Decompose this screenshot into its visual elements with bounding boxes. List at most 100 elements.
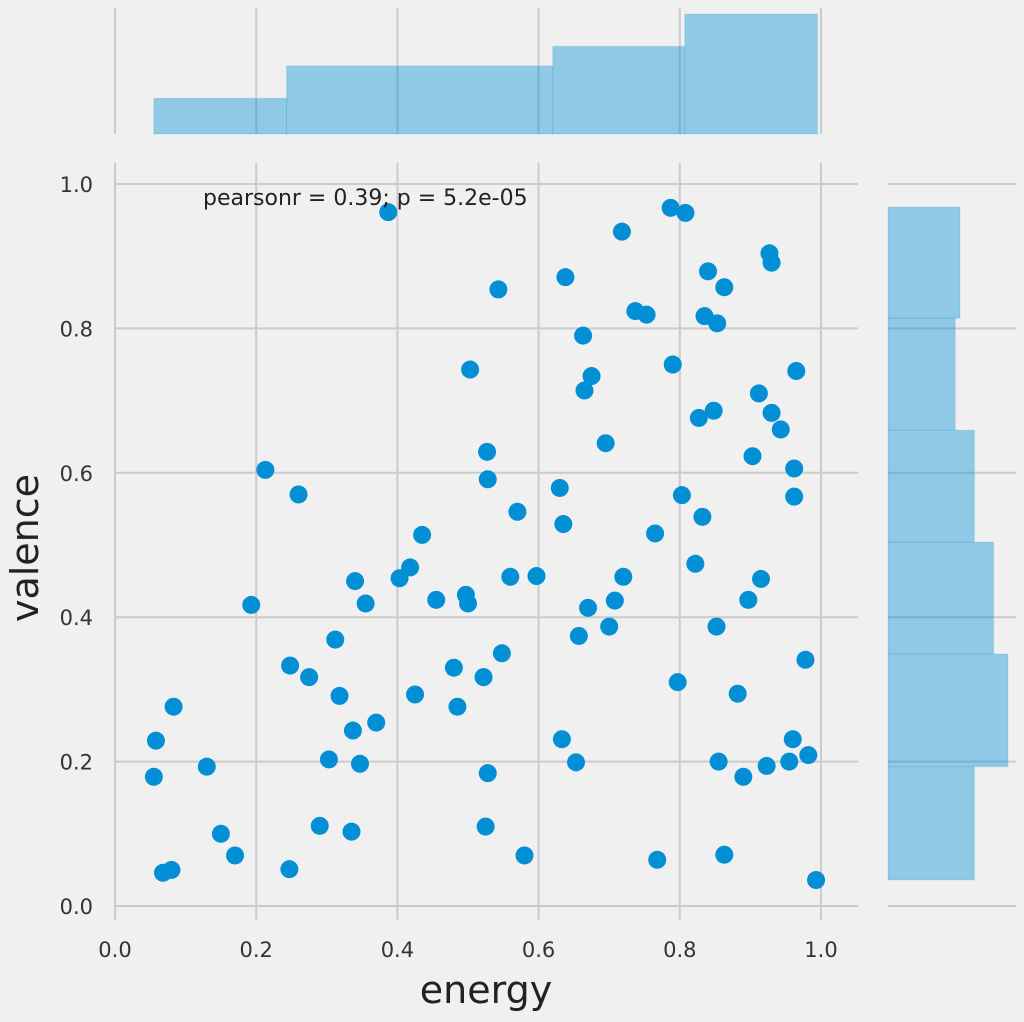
- marginal-x-bar: [552, 45, 686, 135]
- marginal-x-bar: [286, 65, 554, 135]
- scatter-point: [728, 684, 747, 703]
- scatter-point: [489, 280, 508, 299]
- scatter-point: [757, 756, 776, 775]
- scatter-point: [444, 658, 463, 677]
- scatter-point: [474, 668, 493, 687]
- scatter-points: [144, 198, 826, 890]
- scatter-point: [501, 567, 520, 586]
- scatter-point: [762, 403, 781, 422]
- marginal-x-histogram: [114, 8, 822, 135]
- y-tick-label: 0.6: [60, 462, 93, 486]
- scatter-point: [605, 591, 624, 610]
- scatter-point: [554, 515, 573, 534]
- scatter-point: [567, 753, 586, 772]
- scatter-point: [350, 754, 369, 773]
- scatter-point: [310, 816, 329, 835]
- x-axis-title: energy: [420, 968, 552, 1012]
- y-tick-label: 0.8: [60, 317, 93, 341]
- scatter-point: [356, 594, 375, 613]
- scatter-point: [661, 198, 680, 217]
- scatter-point: [612, 222, 631, 241]
- main-gridlines: [114, 163, 858, 920]
- scatter-point: [552, 730, 571, 749]
- scatter-point: [704, 401, 723, 420]
- scatter-point: [614, 567, 633, 586]
- scatter-point: [289, 485, 308, 504]
- scatter-point: [256, 460, 275, 479]
- scatter-point: [693, 507, 712, 526]
- scatter-point: [406, 685, 425, 704]
- scatter-point: [401, 558, 420, 577]
- scatter-point: [785, 459, 804, 478]
- scatter-point: [771, 420, 790, 439]
- scatter-point: [476, 817, 495, 836]
- scatter-point: [330, 686, 349, 705]
- scatter-point: [413, 525, 432, 544]
- scatter-point: [342, 822, 361, 841]
- scatter-point: [569, 626, 588, 645]
- y-tick-label: 0.2: [60, 751, 93, 775]
- scatter-point: [461, 360, 480, 379]
- scatter-point: [515, 846, 534, 865]
- scatter-point: [734, 767, 753, 786]
- scatter-point: [663, 355, 682, 374]
- scatter-point: [807, 871, 826, 890]
- scatter-point: [574, 326, 593, 345]
- marginal-y-histogram: [887, 183, 1016, 907]
- scatter-point: [346, 572, 365, 591]
- scatter-point: [582, 367, 601, 386]
- pearson-annotation: pearsonr = 0.39; p = 5.2e-05: [203, 186, 528, 211]
- scatter-point: [787, 361, 806, 380]
- scatter-point: [162, 860, 181, 879]
- y-tick-label: 1.0: [60, 173, 93, 197]
- scatter-point: [785, 487, 804, 506]
- scatter-point: [783, 730, 802, 749]
- scatter-point: [197, 757, 216, 776]
- scatter-point: [319, 750, 338, 769]
- scatter-point: [459, 594, 477, 613]
- scatter-point: [689, 408, 708, 427]
- scatter-point: [527, 567, 546, 586]
- scatter-point: [164, 697, 183, 716]
- marginal-x-bar: [153, 97, 288, 135]
- scatter-point: [146, 731, 165, 750]
- x-tick-label: 1.0: [804, 938, 837, 962]
- scatter-point: [478, 764, 497, 783]
- scatter-point: [211, 824, 230, 843]
- scatter-point: [579, 598, 598, 617]
- scatter-point: [715, 278, 734, 297]
- x-tick-label: 0.4: [381, 938, 414, 962]
- scatter-point: [799, 746, 818, 765]
- marginal-y-bar: [887, 653, 1009, 768]
- scatter-point: [676, 203, 695, 222]
- scatter-point: [326, 630, 345, 649]
- scatter-point: [343, 721, 362, 740]
- y-tick-label: 0.4: [60, 606, 93, 630]
- scatter-point: [242, 595, 261, 614]
- scatter-point: [427, 590, 446, 609]
- marginal-x-bar: [684, 13, 818, 135]
- y-tick-labels: 0.0 0.2 0.4 0.6 0.8 1.0: [60, 173, 93, 919]
- scatter-point: [367, 713, 386, 732]
- scatter-point: [596, 434, 615, 453]
- scatter-point: [668, 673, 687, 692]
- scatter-point: [637, 305, 656, 324]
- x-tick-labels: 0.0 0.2 0.4 0.6 0.8 1.0: [98, 938, 837, 962]
- scatter-point: [648, 850, 667, 869]
- marginal-y-bars: [887, 206, 1009, 881]
- scatter-point: [796, 650, 815, 669]
- marginal-y-bar: [887, 206, 961, 319]
- scatter-point: [575, 381, 594, 400]
- scatter-point: [699, 262, 718, 281]
- y-tick-label: 0.0: [60, 895, 93, 919]
- marginal-y-bar: [887, 429, 975, 543]
- scatter-point: [707, 617, 726, 636]
- scatter-point: [508, 502, 527, 521]
- scatter-point: [556, 268, 575, 287]
- scatter-point: [762, 253, 781, 272]
- scatter-point: [280, 860, 299, 879]
- scatter-point: [646, 524, 665, 543]
- scatter-point: [686, 554, 705, 573]
- scatter-point: [300, 668, 319, 687]
